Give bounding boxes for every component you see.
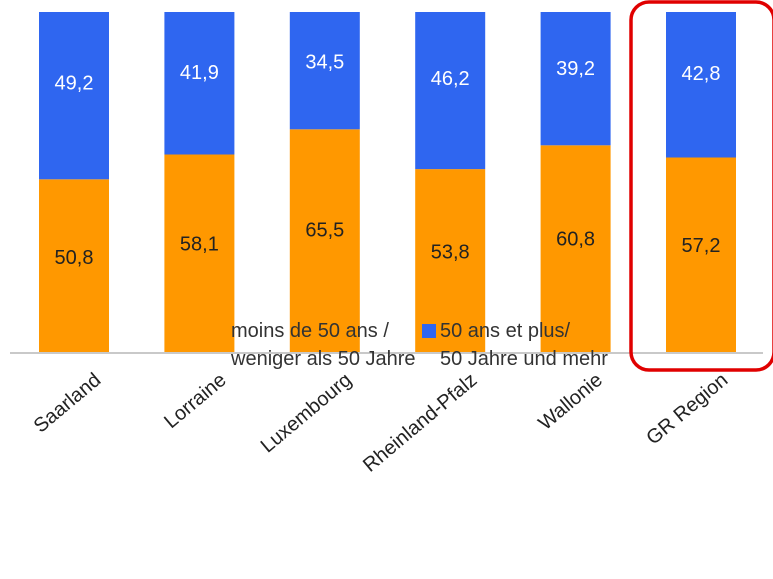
legend-label-50-plus-line1: 50 ans et plus/ [440,320,571,342]
bar-under-50-rheinland-pfalz [415,169,486,352]
legend-label-under-50: moins de 50 ans / weniger als 50 Jahre [231,317,416,373]
bars-layer [39,12,736,352]
data-label-50-plus-saarland: 49,2 [55,72,94,94]
bar-under-50-gr-region [666,157,736,352]
bar-50-plus-saarland [39,12,109,180]
highlight-frame [629,0,773,372]
legend: moins de 50 ans / weniger als 50 Jahre 5… [0,317,773,387]
bar-under-50-saarland [39,179,109,352]
bar-50-plus-luxembourg [289,12,360,130]
bar-50-plus-rheinland-pfalz [415,12,486,170]
legend-label-under-50-line1: moins de 50 ans / [231,320,389,342]
legend-item-under-50: moins de 50 ans / weniger als 50 Jahre [213,317,416,373]
data-label-under-50-wallonie: 60,8 [556,228,595,250]
bar-under-50-lorraine [164,154,235,352]
data-label-under-50-lorraine: 58,1 [180,233,219,255]
data-label-50-plus-luxembourg: 34,5 [305,51,344,73]
bar-under-50-wallonie [540,145,611,352]
data-label-50-plus-lorraine: 41,9 [180,62,219,84]
data-label-under-50-luxembourg: 65,5 [305,220,344,242]
data-label-50-plus-wallonie: 39,2 [556,58,595,80]
bar-50-plus-gr-region [666,12,736,158]
legend-label-under-50-line2: weniger als 50 Jahre [231,348,416,370]
bar-50-plus-wallonie [540,12,611,146]
data-label-50-plus-rheinland-pfalz: 46,2 [431,68,470,90]
legend-swatch-50-plus [422,324,436,338]
legend-label-50-plus-line2: 50 Jahre und mehr [440,348,608,370]
bar-under-50-luxembourg [289,129,360,352]
data-label-under-50-saarland: 50,8 [55,247,94,269]
data-label-50-plus-gr-region: 42,8 [682,63,721,85]
data-label-under-50-gr-region: 57,2 [682,235,721,257]
data-label-under-50-rheinland-pfalz: 53,8 [431,241,470,263]
legend-swatch-under-50 [213,324,227,338]
data-labels-layer: 50,8 49,2 58,1 41,9 65,5 34,5 53,8 46,2 60,8 39,2… [55,51,721,269]
legend-label-50-plus: 50 ans et plus/ 50 Jahre und mehr [440,317,608,373]
legend-item-50-plus: 50 ans et plus/ 50 Jahre und mehr [422,317,608,373]
bar-50-plus-lorraine [164,12,235,155]
